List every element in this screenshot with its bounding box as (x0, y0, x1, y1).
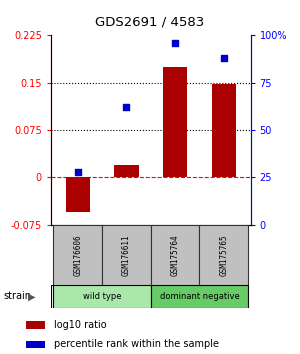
Bar (114, 165, 139, 177)
Bar (151, 285, 248, 308)
Text: dominant negative: dominant negative (160, 292, 239, 301)
Bar (53, 225, 102, 285)
Point (221, 55, 226, 61)
Text: GSM175765: GSM175765 (219, 234, 228, 276)
Text: GSM176606: GSM176606 (73, 234, 82, 276)
Text: wild type: wild type (83, 292, 121, 301)
Point (124, 104, 129, 110)
Bar (53, 285, 151, 308)
Text: GSM175764: GSM175764 (171, 234, 180, 276)
Text: ▶: ▶ (28, 291, 35, 301)
Point (75, 169, 80, 175)
Text: log10 ratio: log10 ratio (54, 320, 106, 330)
Bar (66, 177, 90, 212)
Text: strain: strain (3, 291, 31, 301)
Point (173, 40, 178, 46)
Bar (163, 67, 187, 177)
Bar (151, 225, 200, 285)
Bar (26, 341, 45, 348)
Text: percentile rank within the sample: percentile rank within the sample (54, 339, 219, 349)
Bar (200, 225, 248, 285)
Bar (102, 225, 151, 285)
Bar (26, 321, 45, 329)
Text: GSM176611: GSM176611 (122, 234, 131, 276)
Text: GDS2691 / 4583: GDS2691 / 4583 (95, 16, 205, 29)
Bar (212, 84, 236, 177)
